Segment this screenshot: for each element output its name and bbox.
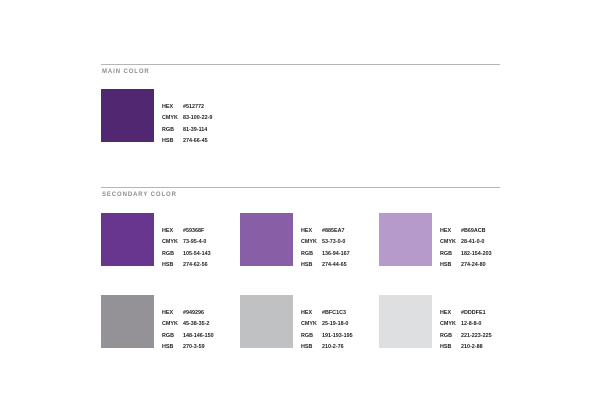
hex-label: HEX <box>440 310 452 316</box>
hsb-label: HSB <box>162 343 174 350</box>
hex-label: HEX <box>162 104 174 110</box>
hsb-label: HSB <box>162 137 174 144</box>
rgb-label: RGB <box>162 126 174 133</box>
rgb-value: 105-54-143 <box>183 250 211 257</box>
color-specs: HEX #512772 CMYK 83-100-22-9 RGB 81-39-114 … <box>162 102 212 147</box>
color-swatch <box>101 213 154 266</box>
hsb-label: HSB <box>440 343 452 350</box>
hex-value: #B69ACB <box>461 228 486 234</box>
rgb-label: RGB <box>440 250 452 257</box>
color-specs: HEX #DDDFE1 CMYK 12-8-8-0 RGB 221-223-225 H… <box>440 308 492 353</box>
hex-label: HEX <box>301 228 313 234</box>
rgb-value: 81-39-114 <box>183 126 208 133</box>
color-swatch <box>101 295 154 348</box>
hsb-label: HSB <box>301 343 313 350</box>
main-color-heading: MAIN COLOR <box>102 69 150 75</box>
hsb-value: 274-24-80 <box>461 261 486 268</box>
color-specs: HEX #59368F CMYK 73-95-4-0 RGB 105-54-143 H… <box>162 226 211 271</box>
cmyk-label: CMYK <box>162 115 178 122</box>
rgb-label: RGB <box>301 332 313 339</box>
hsb-value: 274-62-56 <box>183 261 208 268</box>
rgb-value: 221-223-225 <box>461 332 492 339</box>
secondary-color-card: HEX #B69ACB CMYK 28-41-0-0 RGB 182-154-203 … <box>379 213 509 273</box>
rgb-label: RGB <box>162 250 174 257</box>
color-swatch <box>101 89 154 142</box>
cmyk-value: 45-38-35-2 <box>183 321 210 328</box>
secondary-color-heading: SECONDARY COLOR <box>102 192 177 198</box>
color-specs: HEX #B69ACB CMYK 28-41-0-0 RGB 182-154-203 … <box>440 226 492 271</box>
rgb-label: RGB <box>162 332 174 339</box>
hsb-value: 210-2-76 <box>322 343 344 350</box>
cmyk-label: CMYK <box>301 239 317 246</box>
hsb-label: HSB <box>162 261 174 268</box>
color-specs: HEX #BFC1C3 CMYK 25-19-18-0 RGB 191-193-195… <box>301 308 353 353</box>
secondary-color-card: HEX #DDDFE1 CMYK 12-8-8-0 RGB 221-223-225 H… <box>379 295 509 355</box>
hsb-value: 210-2-88 <box>461 343 483 350</box>
cmyk-value: 28-41-0-0 <box>461 239 485 246</box>
secondary-color-card: HEX #BFC1C3 CMYK 25-19-18-0 RGB 191-193-195… <box>240 295 370 355</box>
hex-value: #BFC1C3 <box>322 310 346 316</box>
hsb-value: 274-66-45 <box>183 137 208 144</box>
rgb-value: 148-146-150 <box>183 332 214 339</box>
cmyk-label: CMYK <box>301 321 317 328</box>
hsb-label: HSB <box>440 261 452 268</box>
rgb-label: RGB <box>301 250 313 257</box>
hsb-value: 274-44-65 <box>322 261 347 268</box>
hex-label: HEX <box>440 228 452 234</box>
hex-value: #59368F <box>183 228 205 234</box>
cmyk-value: 83-100-22-9 <box>183 115 213 122</box>
color-swatch <box>379 295 432 348</box>
hex-label: HEX <box>162 228 174 234</box>
hsb-label: HSB <box>301 261 313 268</box>
secondary-color-card: HEX #885EA7 CMYK 53-73-0-0 RGB 136-94-167 H… <box>240 213 370 273</box>
hex-value: #885EA7 <box>322 228 345 234</box>
color-specs: HEX #949296 CMYK 45-38-35-2 RGB 148-146-150… <box>162 308 214 353</box>
cmyk-label: CMYK <box>162 239 178 246</box>
color-swatch <box>379 213 432 266</box>
rgb-value: 136-94-167 <box>322 250 350 257</box>
cmyk-value: 25-19-18-0 <box>322 321 349 328</box>
color-swatch <box>240 295 293 348</box>
cmyk-value: 53-73-0-0 <box>322 239 346 246</box>
cmyk-label: CMYK <box>440 239 456 246</box>
secondary-color-card: HEX #59368F CMYK 73-95-4-0 RGB 105-54-143 H… <box>101 213 231 273</box>
secondary-color-divider <box>101 187 500 188</box>
main-color-divider <box>101 64 500 65</box>
cmyk-label: CMYK <box>440 321 456 328</box>
cmyk-label: CMYK <box>162 321 178 328</box>
hex-label: HEX <box>162 310 174 316</box>
hex-value: #512772 <box>183 104 204 110</box>
rgb-label: RGB <box>440 332 452 339</box>
rgb-value: 182-154-203 <box>461 250 492 257</box>
hsb-value: 270-3-59 <box>183 343 205 350</box>
hex-label: HEX <box>301 310 313 316</box>
cmyk-value: 73-95-4-0 <box>183 239 207 246</box>
hex-value: #DDDFE1 <box>461 310 486 316</box>
main-color-card: HEX #512772 CMYK 83-100-22-9 RGB 81-39-114 … <box>101 89 231 149</box>
hex-value: #949296 <box>183 310 204 316</box>
rgb-value: 191-193-195 <box>322 332 353 339</box>
secondary-color-card: HEX #949296 CMYK 45-38-35-2 RGB 148-146-150… <box>101 295 231 355</box>
color-specs: HEX #885EA7 CMYK 53-73-0-0 RGB 136-94-167 H… <box>301 226 350 271</box>
color-swatch <box>240 213 293 266</box>
cmyk-value: 12-8-8-0 <box>461 321 482 328</box>
